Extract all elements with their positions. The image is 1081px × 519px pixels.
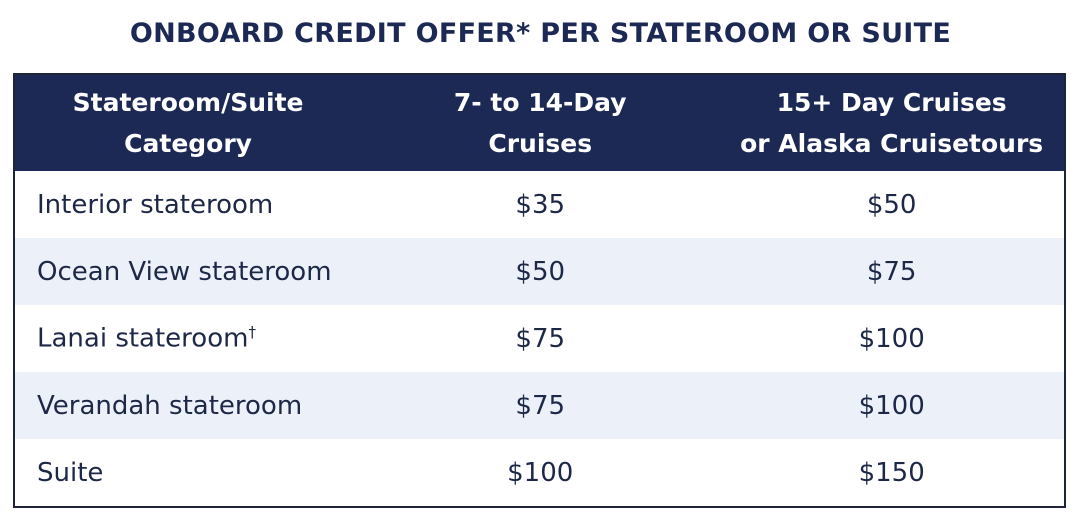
category-label: Lanai stateroom xyxy=(37,323,249,354)
category-label: Suite xyxy=(37,457,104,488)
category-cell: Lanai stateroom† xyxy=(14,305,361,372)
category-cell: Ocean View stateroom xyxy=(14,238,362,305)
short-cruise-credit: $75 xyxy=(361,372,720,439)
column-header-7-14-day: 7- to 14-Day Cruises xyxy=(361,74,720,171)
table-row: Interior stateroom $35 $50 xyxy=(14,171,1065,238)
header-line: 7- to 14-Day xyxy=(453,88,627,117)
header-line: or Alaska Cruisetours xyxy=(740,129,1044,158)
header-row: Stateroom/Suite Category 7- to 14-Day Crui… xyxy=(14,74,1065,171)
page-title: ONBOARD CREDIT OFFER* PER STATEROOM OR S… xyxy=(129,18,952,49)
long-cruise-credit: $150 xyxy=(858,457,925,488)
category-cell: Verandah stateroom xyxy=(14,372,362,439)
table-row: Lanai stateroom† $75 $100 xyxy=(14,305,1065,372)
short-cruise-credit: $75 xyxy=(515,323,566,354)
onboard-credit-table: Stateroom/Suite Category 7- to 14-Day Crui… xyxy=(13,73,1066,508)
column-header-15-plus-day: 15+ Day Cruises or Alaska Cruisetours xyxy=(719,74,1065,171)
header-line: Cruises xyxy=(488,129,593,158)
short-cruise-credit: $35 xyxy=(515,189,566,220)
long-cruise-credit: $100 xyxy=(719,372,1065,439)
header-line: Stateroom/Suite xyxy=(72,88,304,117)
table-row: Verandah stateroom $75 $100 xyxy=(14,372,1065,439)
column-header-category: Stateroom/Suite Category xyxy=(14,74,362,171)
short-cruise-credit: $100 xyxy=(507,457,574,488)
table-row: Suite $100 $150 xyxy=(14,439,1065,507)
long-cruise-credit: $75 xyxy=(719,238,1065,305)
header-line: Category xyxy=(124,129,252,158)
category-label: Verandah stateroom xyxy=(37,390,303,421)
category-cell: Suite xyxy=(14,439,361,507)
long-cruise-credit: $100 xyxy=(858,323,925,354)
category-cell: Interior stateroom xyxy=(14,171,361,238)
table-row: Ocean View stateroom $50 $75 xyxy=(14,238,1065,305)
footnote-dagger: † xyxy=(248,323,256,342)
long-cruise-credit: $50 xyxy=(866,189,917,220)
header-line: 15+ Day Cruises xyxy=(776,88,1007,117)
category-label: Ocean View stateroom xyxy=(37,256,332,287)
short-cruise-credit: $50 xyxy=(361,238,720,305)
category-label: Interior stateroom xyxy=(37,189,274,220)
